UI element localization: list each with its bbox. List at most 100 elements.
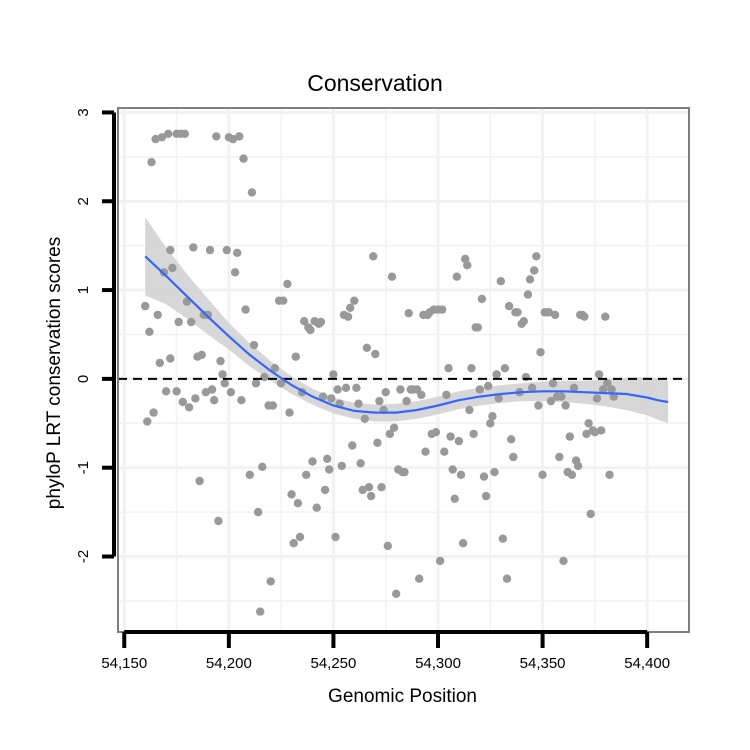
data-point: [145, 327, 154, 336]
data-point: [369, 252, 378, 261]
data-point: [452, 272, 461, 281]
data-point: [333, 385, 342, 394]
data-point: [302, 470, 311, 479]
data-point: [599, 385, 608, 394]
data-point: [417, 390, 426, 400]
data-point: [557, 392, 566, 401]
data-point: [371, 349, 380, 359]
data-point: [492, 370, 501, 379]
data-point: [285, 408, 294, 417]
data-point: [504, 301, 514, 311]
x-tick-label: 54,400: [624, 655, 670, 672]
data-point: [187, 317, 196, 327]
smooth-trend-line: [144, 255, 669, 414]
data-point: [473, 323, 482, 332]
data-point: [151, 134, 160, 144]
data-point: [513, 308, 522, 317]
y-axis-label: phyloP LRT conservation scores: [44, 236, 65, 510]
data-point: [270, 364, 280, 373]
data-point: [498, 534, 507, 543]
data-point: [216, 356, 225, 366]
data-point: [494, 394, 503, 403]
data-point: [245, 470, 254, 479]
data-point: [383, 541, 392, 551]
data-point: [442, 390, 451, 400]
y-tick-label: 1: [75, 286, 92, 294]
data-point: [467, 364, 476, 373]
data-point: [300, 317, 309, 326]
x-axis: 54,150 54,200 54,250 54,300 54,350 54,400: [101, 630, 670, 672]
data-point: [295, 532, 305, 542]
data-point: [421, 447, 430, 456]
data-point: [594, 370, 604, 379]
data-point: [228, 134, 238, 144]
data-point: [362, 343, 372, 352]
data-point: [323, 454, 332, 463]
data-point: [438, 305, 447, 314]
data-point: [532, 252, 541, 261]
data-point: [220, 379, 229, 388]
data-point: [249, 340, 259, 350]
x-tick-label: 54,350: [520, 655, 566, 672]
data-point: [605, 470, 614, 479]
data-point: [168, 263, 177, 273]
data-point: [496, 277, 505, 286]
data-point: [519, 317, 528, 326]
data-point: [458, 539, 468, 548]
data-point: [348, 441, 357, 450]
data-point: [484, 381, 493, 391]
data-point: [166, 354, 175, 363]
data-point: [306, 325, 315, 335]
data-point: [561, 401, 570, 410]
data-point: [402, 396, 411, 406]
data-point: [465, 405, 474, 415]
data-point: [582, 429, 591, 439]
data-point: [293, 499, 303, 508]
data-point: [289, 539, 298, 548]
x-tick-label: 54,300: [415, 655, 461, 672]
data-point: [237, 396, 246, 405]
x-axis-label: Genomic Position: [328, 686, 477, 707]
data-point: [573, 461, 583, 471]
data-point: [555, 452, 564, 462]
data-point: [358, 485, 367, 495]
data-point: [147, 158, 156, 167]
data-point: [352, 383, 361, 392]
plot-panel-border: [117, 107, 690, 633]
data-point: [538, 470, 547, 479]
data-point: [153, 310, 162, 320]
data-point: [350, 296, 359, 305]
data-point: [164, 129, 173, 138]
data-point: [580, 312, 589, 321]
data-point: [197, 350, 206, 360]
data-point: [205, 245, 215, 255]
data-point: [364, 483, 374, 492]
data-point: [201, 388, 210, 397]
data-point: [404, 309, 413, 318]
y-tick-label: -2: [75, 550, 92, 563]
data-point: [143, 417, 152, 426]
data-point: [337, 461, 346, 471]
y-tick-label: -1: [75, 461, 92, 474]
data-point: [239, 154, 248, 163]
data-point: [584, 419, 593, 428]
data-point: [178, 397, 187, 407]
data-point: [521, 372, 531, 382]
data-point: [536, 348, 545, 357]
data-point: [456, 470, 466, 479]
data-point: [212, 132, 221, 141]
data-point: [312, 503, 321, 512]
data-point: [247, 188, 257, 197]
data-point: [603, 379, 612, 388]
data-point: [356, 459, 365, 468]
data-point: [157, 133, 167, 142]
data-point: [389, 423, 399, 432]
data-point: [341, 383, 351, 392]
data-point: [354, 399, 363, 408]
data-point: [316, 317, 326, 327]
data-point: [479, 472, 489, 481]
data-point: [226, 388, 236, 397]
y-axis: -2 -1 0 1 2 3: [75, 108, 116, 563]
data-point: [251, 379, 261, 388]
